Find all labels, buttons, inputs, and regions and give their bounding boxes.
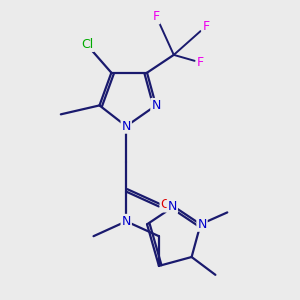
Text: N: N bbox=[122, 215, 131, 228]
Text: N: N bbox=[151, 99, 160, 112]
Text: F: F bbox=[202, 20, 209, 33]
Text: F: F bbox=[197, 56, 204, 69]
Text: N: N bbox=[168, 200, 177, 213]
Text: N: N bbox=[122, 120, 131, 133]
Text: F: F bbox=[152, 10, 160, 23]
Text: N: N bbox=[197, 218, 207, 231]
Text: O: O bbox=[160, 199, 170, 212]
Text: Cl: Cl bbox=[82, 38, 94, 51]
